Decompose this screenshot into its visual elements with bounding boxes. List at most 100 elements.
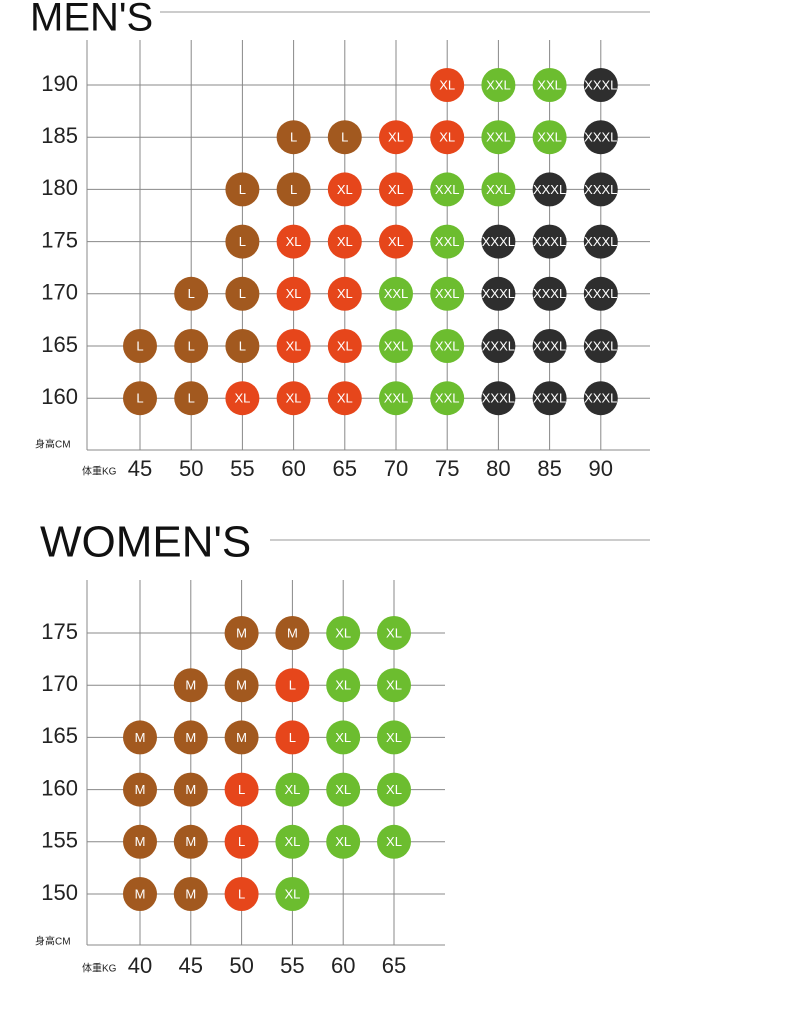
size-dot bbox=[276, 381, 311, 416]
size-dot bbox=[123, 877, 157, 911]
x-tick-label: 40 bbox=[128, 953, 152, 978]
size-label: M bbox=[185, 834, 196, 849]
size-dot bbox=[481, 276, 516, 311]
size-label: XL bbox=[337, 234, 353, 249]
size-dot bbox=[123, 772, 157, 807]
size-label: XL bbox=[439, 130, 455, 145]
size-dot bbox=[532, 68, 567, 102]
size-label: XL bbox=[337, 286, 353, 301]
size-label: XL bbox=[286, 286, 302, 301]
size-label: L bbox=[290, 130, 297, 145]
y-tick-label: 160 bbox=[41, 384, 78, 409]
size-label: M bbox=[185, 886, 196, 901]
size-dot bbox=[379, 381, 413, 416]
size-dot bbox=[327, 120, 362, 155]
size-dot bbox=[430, 224, 465, 259]
x-tick-label: 50 bbox=[179, 456, 203, 481]
x-tick-label: 65 bbox=[333, 456, 357, 481]
size-label: XL bbox=[388, 182, 404, 197]
x-tick-label: 90 bbox=[589, 456, 613, 481]
x-tick-label: 70 bbox=[384, 456, 408, 481]
size-label: XL bbox=[388, 130, 404, 145]
size-dot bbox=[225, 224, 260, 259]
size-dot bbox=[481, 68, 516, 102]
size-label: L bbox=[239, 286, 246, 301]
x-tick-label: 80 bbox=[486, 456, 510, 481]
size-dot bbox=[275, 616, 310, 650]
size-dot bbox=[327, 172, 362, 207]
size-label: XXL bbox=[384, 338, 409, 353]
size-label: M bbox=[135, 834, 146, 849]
size-dot bbox=[583, 120, 618, 155]
size-label: L bbox=[289, 730, 296, 745]
size-dot bbox=[123, 824, 157, 859]
size-label: XL bbox=[388, 234, 404, 249]
size-dot bbox=[276, 120, 311, 155]
size-dot bbox=[430, 68, 465, 102]
size-dot bbox=[275, 772, 310, 807]
size-dot bbox=[379, 172, 413, 207]
size-label: M bbox=[236, 625, 247, 640]
size-dot bbox=[583, 224, 618, 259]
size-label: M bbox=[185, 730, 196, 745]
x-tick-label: 55 bbox=[280, 953, 304, 978]
size-label: XL bbox=[284, 834, 300, 849]
size-dot bbox=[532, 276, 567, 311]
size-dot bbox=[583, 329, 618, 363]
size-dot bbox=[276, 276, 311, 311]
size-label: XXXL bbox=[584, 182, 617, 197]
size-label: XXXL bbox=[584, 286, 617, 301]
size-dot bbox=[225, 329, 260, 363]
size-dot bbox=[327, 276, 362, 311]
y-tick-label: 160 bbox=[41, 775, 78, 800]
size-label: L bbox=[188, 338, 195, 353]
x-tick-label: 50 bbox=[229, 953, 253, 978]
size-label: XXXL bbox=[533, 286, 566, 301]
size-label: M bbox=[236, 678, 247, 693]
size-dot bbox=[583, 381, 618, 416]
size-label: XXL bbox=[435, 391, 460, 406]
x-tick-label: 45 bbox=[128, 456, 152, 481]
size-dot bbox=[174, 276, 209, 311]
panel-title: MEN'S bbox=[30, 0, 153, 40]
size-label: M bbox=[185, 782, 196, 797]
size-label: XXXL bbox=[533, 391, 566, 406]
size-label: L bbox=[290, 182, 297, 197]
size-label: XL bbox=[284, 782, 300, 797]
size-label: XL bbox=[386, 834, 402, 849]
size-label: XL bbox=[337, 338, 353, 353]
x-tick-label: 60 bbox=[281, 456, 305, 481]
size-label: XXL bbox=[486, 182, 511, 197]
size-label: XXL bbox=[435, 234, 460, 249]
size-dot bbox=[583, 172, 618, 207]
x-axis-label: 体重KG bbox=[82, 962, 117, 975]
size-dot bbox=[173, 877, 208, 911]
size-label: XXXL bbox=[533, 182, 566, 197]
size-label: XL bbox=[286, 234, 302, 249]
size-dot bbox=[532, 224, 567, 259]
y-tick-label: 170 bbox=[41, 671, 78, 696]
x-tick-label: 55 bbox=[230, 456, 254, 481]
size-dot bbox=[224, 824, 259, 859]
size-dot bbox=[173, 772, 208, 807]
size-dot bbox=[377, 668, 411, 703]
size-dot bbox=[224, 720, 259, 755]
size-dot bbox=[225, 381, 260, 416]
size-dot bbox=[532, 172, 567, 207]
size-dot bbox=[224, 616, 259, 650]
size-label: XL bbox=[335, 730, 351, 745]
size-dot bbox=[276, 224, 311, 259]
size-label: XXXL bbox=[482, 234, 515, 249]
size-dot bbox=[430, 329, 465, 363]
size-label: XXXL bbox=[584, 391, 617, 406]
size-dot bbox=[326, 616, 361, 650]
y-axis-label: 身高CM bbox=[35, 438, 71, 451]
size-dot bbox=[326, 720, 361, 755]
size-dot bbox=[224, 877, 259, 911]
size-dot bbox=[481, 224, 516, 259]
x-axis-label: 体重KG bbox=[82, 465, 117, 478]
size-dot bbox=[377, 824, 411, 859]
size-dot bbox=[327, 381, 362, 416]
size-dot bbox=[377, 616, 411, 650]
size-label: XXXL bbox=[533, 234, 566, 249]
